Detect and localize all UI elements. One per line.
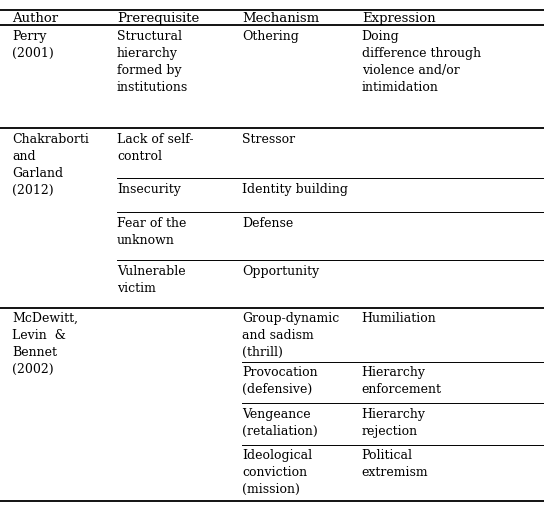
Text: Stressor: Stressor [242,132,295,145]
Text: Structural
hierarchy
formed by
institutions: Structural hierarchy formed by instituti… [117,30,188,93]
Text: Vengeance
(retaliation): Vengeance (retaliation) [242,407,318,437]
Text: Fear of the
unknown: Fear of the unknown [117,217,187,246]
Text: Doing
difference through
violence and/or
intimidation: Doing difference through violence and/or… [362,30,481,93]
Text: Lack of self-
control: Lack of self- control [117,132,194,162]
Text: Chakraborti
and
Garland
(2012): Chakraborti and Garland (2012) [12,132,89,196]
Text: Identity building: Identity building [242,182,348,195]
Text: Provocation
(defensive): Provocation (defensive) [242,366,318,395]
Text: Ideological
conviction
(mission): Ideological conviction (mission) [242,448,312,495]
Text: Othering: Othering [242,30,299,43]
Text: McDewitt,
Levin  &
Bennet
(2002): McDewitt, Levin & Bennet (2002) [12,312,78,375]
Text: Prerequisite: Prerequisite [117,12,199,25]
Text: Expression: Expression [362,12,435,25]
Text: Author: Author [12,12,58,25]
Text: Political
extremism: Political extremism [362,448,428,479]
Text: Hierarchy
rejection: Hierarchy rejection [362,407,426,437]
Text: Perry
(2001): Perry (2001) [12,30,54,60]
Text: Insecurity: Insecurity [117,182,181,195]
Text: Vulnerable
victim: Vulnerable victim [117,264,186,294]
Text: Mechanism: Mechanism [242,12,319,25]
Text: Opportunity: Opportunity [242,264,319,277]
Text: Group-dynamic
and sadism
(thrill): Group-dynamic and sadism (thrill) [242,312,339,359]
Text: Humiliation: Humiliation [362,312,436,325]
Text: Defense: Defense [242,217,293,230]
Text: Hierarchy
enforcement: Hierarchy enforcement [362,366,442,395]
